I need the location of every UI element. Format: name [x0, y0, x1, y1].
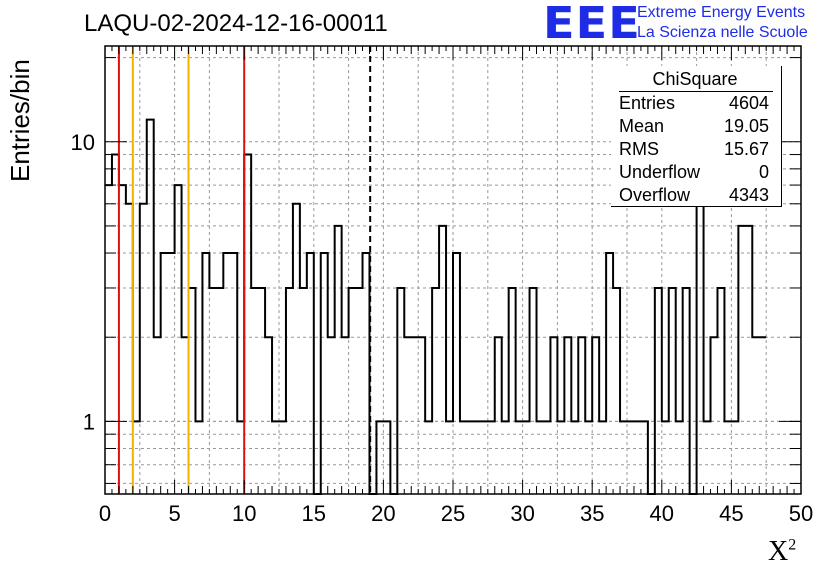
x-tick-label: 30 [510, 501, 534, 526]
logo-caption-line2: La Scienza nelle Scuole [637, 24, 808, 41]
stats-overflow-label: Overflow [619, 185, 691, 205]
stats-mean-value: 19.05 [723, 116, 769, 136]
x-tick-label: 0 [99, 501, 111, 526]
x-axis-label-base: X [768, 536, 789, 567]
x-tick-label: 40 [650, 501, 674, 526]
stats-entries-value: 4604 [728, 93, 769, 113]
stats-rms-label: RMS [619, 139, 659, 159]
logo-caption-line1: Extreme Energy Events [637, 4, 806, 21]
stats-underflow-label: Underflow [619, 162, 701, 182]
x-tick-label: 50 [789, 501, 813, 526]
stats-row-mean: Mean 19.05 [619, 116, 769, 138]
stats-rms-value: 15.67 [723, 139, 769, 159]
chart-title: LAQU-02-2024-12-16-00011 [84, 10, 388, 37]
x-tick-label: 20 [371, 501, 395, 526]
y-tick-label: 10 [71, 130, 95, 155]
x-tick-label: 15 [302, 501, 326, 526]
stats-title-underline [619, 91, 773, 92]
y-tick-label: 1 [83, 409, 95, 434]
stats-row-overflow: Overflow 4343 [619, 185, 769, 207]
x-tick-label: 45 [719, 501, 743, 526]
x-tick-label: 25 [441, 501, 465, 526]
stats-box: ChiSquare Entries 4604 Mean 19.05 RMS 15… [611, 66, 782, 207]
x-axis-label-superscript: 2 [788, 536, 797, 554]
x-axis-label: X2 [768, 536, 796, 568]
x-tick-label: 35 [580, 501, 604, 526]
stats-title: ChiSquare [652, 69, 738, 89]
stats-underflow-value: 0 [758, 162, 769, 182]
stats-mean-label: Mean [619, 116, 665, 136]
histogram-series [105, 118, 767, 495]
stats-entries-label: Entries [619, 93, 676, 113]
stats-row-rms: RMS 15.67 [619, 139, 769, 161]
x-tick-label: 5 [168, 501, 180, 526]
stats-row-underflow: Underflow 0 [619, 162, 769, 184]
x-tick-label: 10 [232, 501, 256, 526]
stats-row-entries: Entries 4604 [619, 93, 769, 115]
stats-overflow-value: 4343 [728, 185, 769, 205]
eee-logo: EEE [543, 0, 641, 49]
